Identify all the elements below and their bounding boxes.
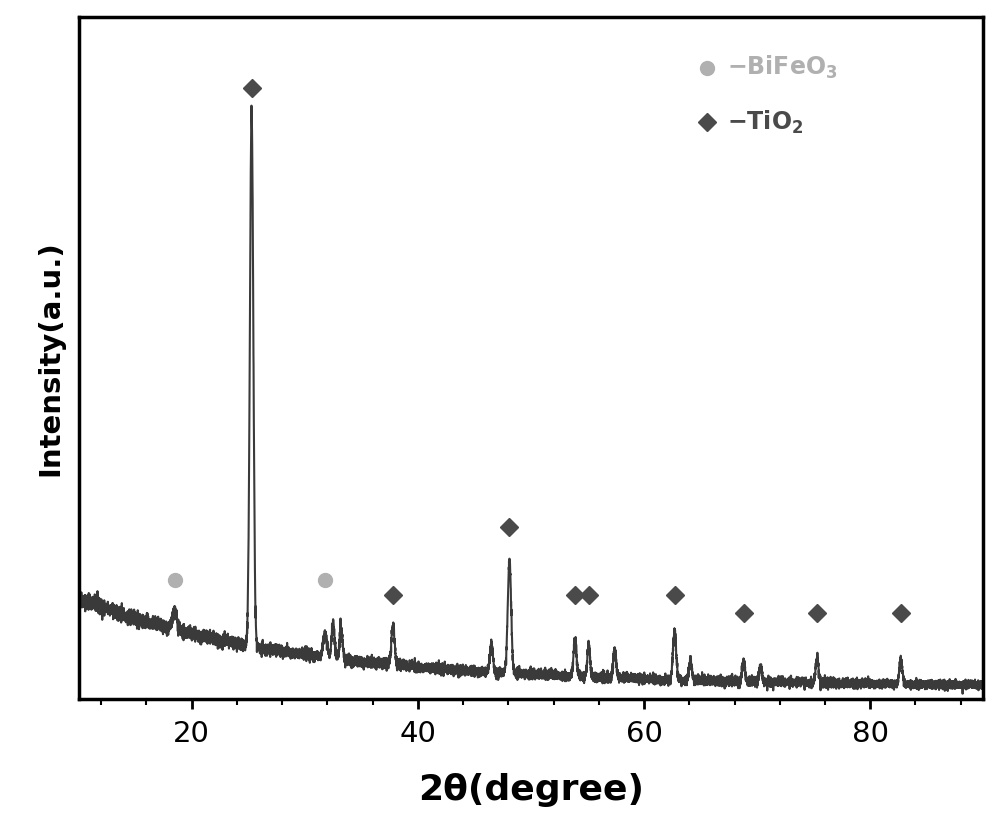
X-axis label: 2θ(degree): 2θ(degree) (418, 773, 644, 806)
Text: $\mathbf{-BiFeO_3}$: $\mathbf{-BiFeO_3}$ (727, 55, 838, 81)
Y-axis label: Intensity(a.u.): Intensity(a.u.) (37, 239, 65, 475)
Text: $\mathbf{-TiO_2}$: $\mathbf{-TiO_2}$ (727, 109, 804, 136)
